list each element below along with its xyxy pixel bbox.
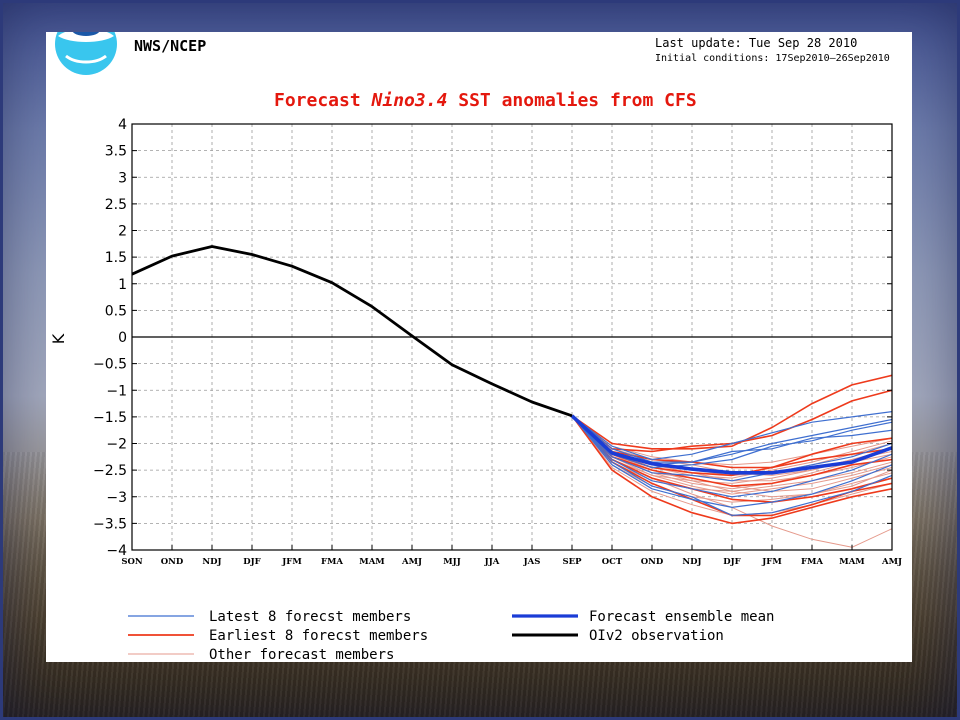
earliest-member-line bbox=[571, 374, 893, 450]
earliest-member-line bbox=[571, 415, 893, 503]
y-tick-label: −3 bbox=[106, 490, 127, 506]
x-tick-label: NDJ bbox=[682, 557, 701, 567]
latest-members-layer bbox=[571, 411, 893, 516]
latest-member-line bbox=[571, 415, 893, 508]
y-tick-label: 2 bbox=[118, 224, 127, 240]
y-tick-label: −3.5 bbox=[93, 516, 127, 532]
latest-member-line bbox=[571, 415, 893, 498]
x-tick-label: JFM bbox=[281, 557, 302, 567]
latest-member-line bbox=[571, 415, 893, 516]
y-tick-label: −2 bbox=[106, 437, 127, 453]
chart-panel: NWS/NCEP Last update: Tue Sep 28 2010 In… bbox=[46, 32, 912, 662]
y-tick-label: 3 bbox=[118, 170, 127, 186]
other-member-line bbox=[571, 415, 893, 503]
earliest-member-line bbox=[571, 415, 893, 487]
ensemble-mean-layer bbox=[570, 414, 893, 475]
earliest-member-line bbox=[571, 415, 893, 525]
y-tick-label: 1 bbox=[118, 277, 127, 293]
latest-member-line bbox=[571, 415, 893, 463]
x-tick-label: OND bbox=[161, 557, 184, 567]
ensemble-mean-line bbox=[570, 414, 893, 475]
grid-layer bbox=[132, 124, 892, 550]
x-tick-label: SON bbox=[121, 557, 143, 567]
x-tick-label: MJJ bbox=[443, 557, 460, 567]
legend-label-latest: Latest 8 forecst members bbox=[209, 609, 411, 625]
y-tick-label: −4 bbox=[106, 543, 127, 559]
x-tick-label: SEP bbox=[562, 557, 582, 567]
other-member-line bbox=[571, 415, 893, 495]
x-tick-label: OCT bbox=[602, 557, 623, 567]
chart-title: Forecast Nino3.4 SST anomalies from CFS bbox=[274, 90, 697, 111]
x-tick-label: MAM bbox=[359, 557, 385, 567]
y-tick-label: 2.5 bbox=[105, 197, 127, 213]
y-tick-label: −2.5 bbox=[93, 463, 127, 479]
x-tick-label: OND bbox=[641, 557, 664, 567]
x-tick-label: AMJ bbox=[881, 557, 902, 567]
y-tick-label: 3.5 bbox=[105, 144, 127, 160]
x-tick-label: NDJ bbox=[202, 557, 221, 567]
y-tick-label: 4 bbox=[118, 117, 127, 133]
latest-member-line bbox=[571, 415, 893, 469]
x-tick-label: FMA bbox=[321, 557, 343, 567]
x-tick-label: FMA bbox=[801, 557, 823, 567]
agency-label: NWS/NCEP bbox=[134, 37, 206, 55]
observation-line bbox=[131, 245, 573, 418]
x-tick-label: JAS bbox=[523, 557, 541, 567]
legend: Latest 8 forecst members Earliest 8 fore… bbox=[128, 609, 774, 662]
x-tick-label: AMJ bbox=[401, 557, 422, 567]
y-tick-label: −0.5 bbox=[93, 357, 127, 373]
y-tick-label: 0.5 bbox=[105, 303, 127, 319]
y-tick-label: −1 bbox=[106, 383, 127, 399]
y-ticks: 4 3.5 3 2.5 2 1.5 1 0.5 0 −0.5 −1 −1.5 −2 −2.5 −3 −3.5 −… bbox=[93, 117, 892, 559]
x-tick-label: DJF bbox=[723, 557, 740, 567]
x-tick-label: MAM bbox=[839, 557, 865, 567]
nino34-forecast-chart: NWS/NCEP Last update: Tue Sep 28 2010 In… bbox=[49, 32, 902, 662]
y-tick-label: −1.5 bbox=[93, 410, 127, 426]
x-tick-label: JJA bbox=[484, 557, 500, 567]
earliest-member-line bbox=[571, 415, 893, 469]
legend-label-earliest: Earliest 8 forecst members bbox=[209, 628, 428, 644]
initial-conditions-label: Initial conditions: 17Sep2010–26Sep2010 bbox=[655, 53, 890, 64]
last-update-label: Last update: Tue Sep 28 2010 bbox=[655, 36, 857, 50]
legend-label-ensemble-mean: Forecast ensemble mean bbox=[589, 609, 774, 625]
latest-member-line bbox=[571, 411, 893, 461]
x-ticks: SON OND NDJ DJF JFM FMA MAM AMJ MJJ JJA JAS SEP OCT O… bbox=[121, 545, 902, 567]
y-axis-label: K bbox=[49, 333, 68, 344]
observation-layer bbox=[131, 245, 573, 418]
legend-label-observation: OIv2 observation bbox=[589, 628, 724, 644]
x-tick-label: JFM bbox=[761, 557, 782, 567]
noaa-logo bbox=[55, 32, 117, 75]
latest-member-line bbox=[571, 415, 893, 482]
x-tick-label: DJF bbox=[243, 557, 260, 567]
y-tick-label: 1.5 bbox=[105, 250, 127, 266]
y-tick-label: 0 bbox=[118, 330, 127, 346]
legend-label-other: Other forecast members bbox=[209, 647, 394, 662]
